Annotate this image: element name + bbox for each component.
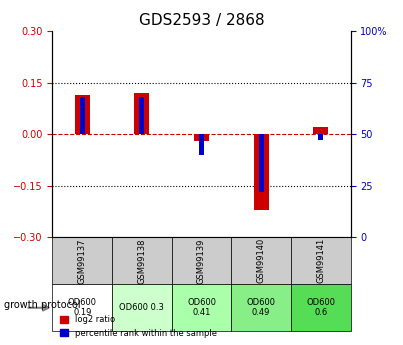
Text: GSM99138: GSM99138 [137, 238, 146, 284]
FancyBboxPatch shape [52, 284, 112, 331]
Bar [199, 134, 204, 155]
Bar [135, 93, 150, 134]
Text: GSM99141: GSM99141 [316, 238, 325, 284]
Bar [194, 134, 209, 141]
FancyBboxPatch shape [172, 284, 231, 331]
Text: GSM99137: GSM99137 [78, 238, 87, 284]
Text: OD600 0.3: OD600 0.3 [119, 303, 164, 312]
Bar [259, 134, 264, 192]
Text: OD600
0.49: OD600 0.49 [247, 298, 276, 317]
FancyBboxPatch shape [291, 237, 351, 284]
FancyBboxPatch shape [52, 237, 112, 284]
Bar [75, 95, 89, 134]
FancyBboxPatch shape [112, 237, 172, 284]
Text: OD600
0.41: OD600 0.41 [187, 298, 216, 317]
Legend: log2 ratio, percentile rank within the sample: log2 ratio, percentile rank within the s… [56, 312, 220, 341]
FancyBboxPatch shape [291, 284, 351, 331]
Text: OD600
0.6: OD600 0.6 [306, 298, 335, 317]
Bar [254, 134, 269, 210]
FancyBboxPatch shape [231, 237, 291, 284]
Bar [80, 97, 85, 134]
FancyBboxPatch shape [172, 237, 231, 284]
Text: OD600
0.19: OD600 0.19 [68, 298, 97, 317]
Text: GSM99139: GSM99139 [197, 238, 206, 284]
FancyBboxPatch shape [112, 284, 172, 331]
Bar [318, 134, 323, 140]
Bar [314, 127, 328, 134]
Bar [139, 97, 144, 134]
Text: growth protocol: growth protocol [4, 300, 81, 310]
Title: GDS2593 / 2868: GDS2593 / 2868 [139, 13, 264, 29]
FancyBboxPatch shape [231, 284, 291, 331]
Text: GSM99140: GSM99140 [257, 238, 266, 284]
